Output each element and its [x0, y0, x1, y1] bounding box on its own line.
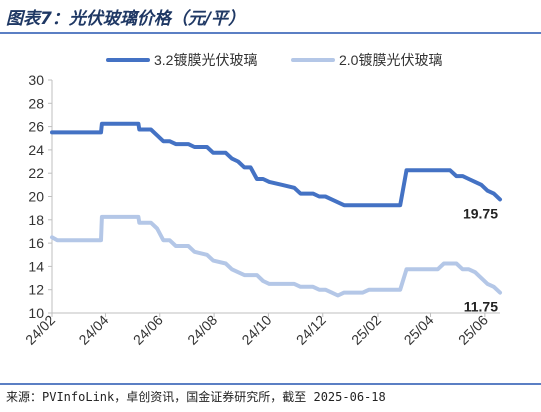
series-layer: 19.75 11.75 [50, 121, 502, 315]
y-tick-label: 10 [28, 305, 44, 321]
series-line-2 [50, 214, 502, 298]
x-tick-label: 24/04 [75, 312, 111, 348]
x-axis: 24/02 24/04 24/06 24/08 24/10 24/12 25/02 25/04… [22, 312, 500, 348]
title-bar: 图表7：光伏玻璃价格（元/平） [0, 0, 541, 34]
x-tick-label: 24/08 [184, 312, 220, 348]
x-tick-label: 24/10 [238, 312, 274, 348]
y-tick-label: 26 [28, 119, 44, 135]
y-tick-label: 30 [28, 72, 44, 88]
x-tick-label: 25/04 [401, 312, 437, 348]
series-end-label-2: 11.75 [464, 299, 498, 315]
source-note: 来源：PVInfoLink，卓创资讯，国金证券研究所，截至 2025-06-18 [6, 390, 386, 404]
y-tick-label: 20 [28, 189, 44, 205]
x-tick-label: 25/06 [455, 312, 491, 348]
y-tick-label: 16 [28, 235, 44, 251]
y-tick-label: 18 [28, 212, 44, 228]
x-tick-label: 25/02 [348, 312, 384, 348]
y-axis: 10 12 14 16 18 20 22 24 26 28 30 [28, 72, 53, 321]
y-tick-label: 22 [28, 165, 44, 181]
y-tick-label: 24 [28, 142, 44, 158]
figure-title: 图表7：光伏玻璃价格（元/平） [6, 9, 246, 29]
footer-divider [0, 383, 541, 385]
x-tick-label: 24/12 [293, 312, 329, 348]
legend-label-2: 2.0镀膜光伏玻璃 [339, 52, 442, 68]
y-tick-label: 14 [28, 258, 44, 274]
legend: 3.2镀膜光伏玻璃 2.0镀膜光伏玻璃 [106, 52, 442, 68]
series-end-label-1: 19.75 [463, 205, 498, 221]
x-tick-label: 24/06 [130, 312, 166, 348]
legend-label-1: 3.2镀膜光伏玻璃 [154, 52, 257, 68]
series-line-1 [50, 121, 502, 208]
y-tick-label: 12 [28, 282, 44, 298]
y-tick-label: 28 [28, 95, 44, 111]
